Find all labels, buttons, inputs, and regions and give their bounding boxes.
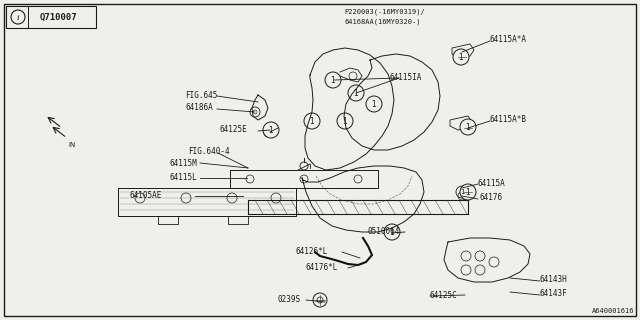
Circle shape <box>384 224 400 240</box>
Text: FIG.640-4: FIG.640-4 <box>188 148 230 156</box>
Text: 1: 1 <box>459 53 463 62</box>
Text: 64176*L: 64176*L <box>305 263 337 273</box>
Circle shape <box>460 119 476 135</box>
Text: i: i <box>17 13 19 21</box>
Text: 64115A*A: 64115A*A <box>490 36 527 44</box>
Circle shape <box>325 72 341 88</box>
Text: 64186A: 64186A <box>185 103 212 113</box>
Text: Q710007: Q710007 <box>39 13 77 22</box>
Text: IN: IN <box>68 142 76 148</box>
Text: 1: 1 <box>331 76 335 85</box>
Circle shape <box>453 49 469 65</box>
Text: 64126*L: 64126*L <box>295 247 328 257</box>
Text: 0510064: 0510064 <box>368 228 401 236</box>
Text: 1: 1 <box>466 188 470 197</box>
Text: 1: 1 <box>310 117 314 126</box>
Text: 64115L: 64115L <box>170 173 198 182</box>
Text: 64115A*B: 64115A*B <box>490 116 527 124</box>
Text: 64105AE: 64105AE <box>130 191 163 201</box>
Text: 64143H: 64143H <box>540 276 568 284</box>
Text: FIG.645: FIG.645 <box>185 91 218 100</box>
Circle shape <box>348 85 364 101</box>
Text: 64168AA(16MY0320-): 64168AA(16MY0320-) <box>345 19 421 25</box>
Circle shape <box>304 113 320 129</box>
Circle shape <box>366 96 382 112</box>
Text: 64115A: 64115A <box>478 179 506 188</box>
Circle shape <box>460 184 476 200</box>
Text: P220003(-16MY0319)/: P220003(-16MY0319)/ <box>344 9 426 15</box>
Text: 64143F: 64143F <box>540 290 568 299</box>
Text: 1: 1 <box>372 100 376 109</box>
Circle shape <box>337 113 353 129</box>
Text: 64125C: 64125C <box>430 292 458 300</box>
Text: 1: 1 <box>269 126 273 135</box>
Bar <box>6 6 96 28</box>
Text: 1: 1 <box>460 189 464 196</box>
Text: 1: 1 <box>466 123 470 132</box>
Text: 64115M: 64115M <box>170 158 198 167</box>
Text: 1: 1 <box>342 117 348 126</box>
Text: 64176: 64176 <box>480 194 503 203</box>
Text: 64125E: 64125E <box>220 125 248 134</box>
Text: 64115IA: 64115IA <box>390 74 422 83</box>
Text: 1: 1 <box>354 89 358 98</box>
Circle shape <box>263 122 279 138</box>
Text: A640001616: A640001616 <box>591 308 634 314</box>
Text: 0239S: 0239S <box>278 295 301 305</box>
Text: 1: 1 <box>390 228 394 237</box>
